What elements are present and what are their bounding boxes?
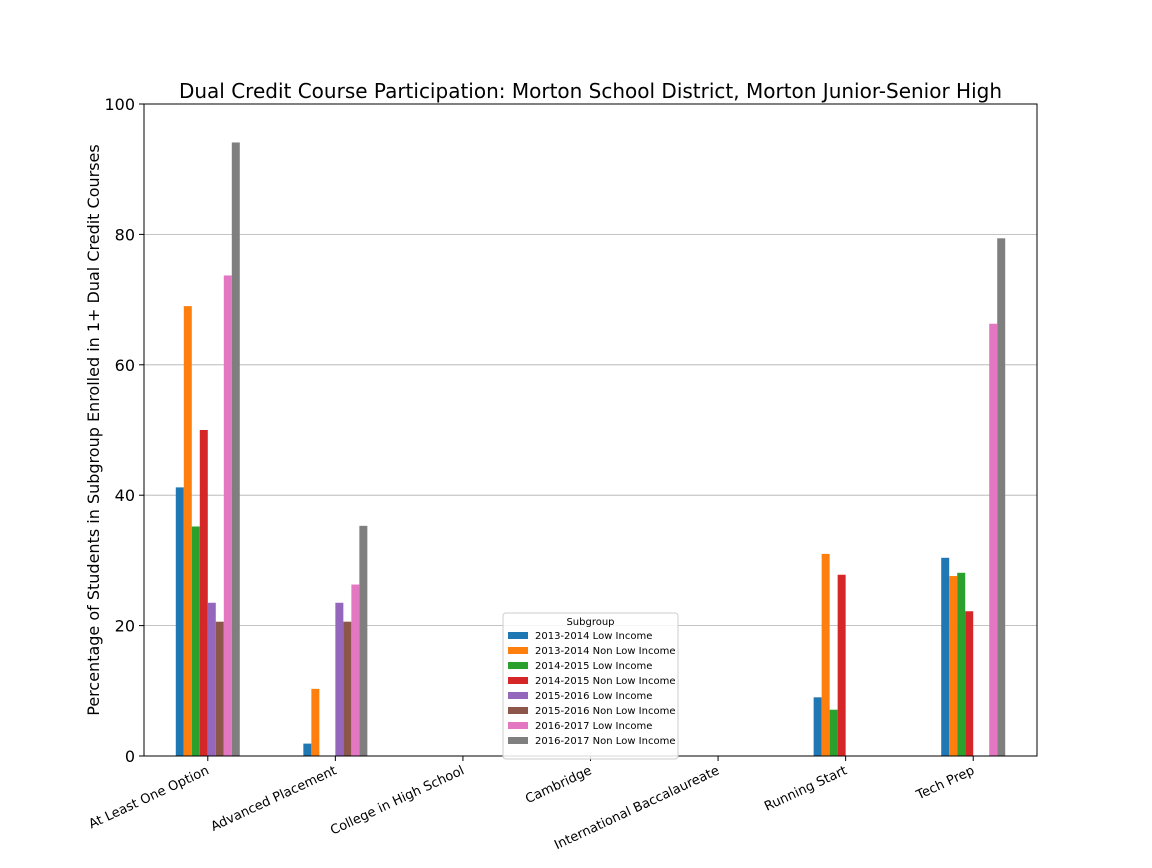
bar: [183, 306, 192, 756]
y-axis-label: Percentage of Students in Subgroup Enrol…: [84, 144, 103, 715]
legend-swatch: [508, 692, 528, 699]
bar: [231, 142, 240, 756]
x-tick-label: Cambridge: [523, 763, 594, 807]
bar: [965, 611, 974, 756]
bar: [311, 688, 320, 756]
y-tick-label: 60: [115, 356, 135, 375]
bar: [335, 602, 344, 756]
chart-title: Dual Credit Course Participation: Morton…: [179, 79, 1002, 103]
x-tick-label: Tech Prep: [913, 763, 977, 803]
y-tick-label: 100: [104, 95, 135, 114]
y-tick-label: 80: [115, 225, 135, 244]
bar: [949, 576, 958, 756]
bar: [191, 526, 200, 756]
bar: [813, 697, 822, 756]
legend-swatch: [508, 737, 528, 744]
legend-swatch: [508, 722, 528, 729]
bar: [837, 574, 846, 756]
x-tick-label: At Least One Option: [87, 763, 212, 832]
bar: [215, 621, 224, 756]
legend-label: 2014-2015 Low Income: [535, 661, 652, 672]
x-tick-label: College in High School: [328, 763, 466, 838]
bar: [175, 487, 184, 756]
legend-label: 2016-2017 Low Income: [535, 721, 652, 732]
bars: [175, 142, 1006, 756]
legend-label: 2014-2015 Non Low Income: [535, 676, 675, 687]
bar: [199, 430, 208, 756]
legend-label: 2015-2016 Low Income: [535, 691, 652, 702]
legend-swatch: [508, 647, 528, 654]
bar: [303, 743, 312, 756]
gridlines: [144, 233, 1037, 626]
y-tick-label: 40: [115, 486, 135, 505]
bar: [989, 323, 998, 756]
bar: [941, 557, 950, 756]
legend-title: Subgroup: [566, 617, 614, 628]
legend-swatch: [508, 707, 528, 714]
bar: [957, 572, 966, 756]
bar: [343, 621, 352, 756]
legend: Subgroup 2013-2014 Low Income 2013-2014 No…: [502, 612, 679, 760]
bar: [829, 709, 838, 756]
x-tick-label: Advanced Placement: [209, 763, 339, 834]
bar: [997, 238, 1006, 756]
legend-swatch: [508, 632, 528, 639]
legend-swatch: [508, 677, 528, 684]
legend-swatch: [508, 662, 528, 669]
x-tick-label: Running Start: [762, 763, 849, 814]
bar: [359, 525, 368, 756]
legend-label: 2016-2017 Non Low Income: [535, 736, 675, 747]
legend-label: 2013-2014 Non Low Income: [535, 646, 675, 657]
bar: [821, 553, 830, 756]
y-tick-label: 0: [125, 747, 135, 766]
bar: [223, 275, 232, 756]
legend-label: 2013-2014 Low Income: [535, 631, 652, 642]
legend-box: [502, 612, 679, 760]
bar: [207, 602, 216, 756]
y-tick-label: 20: [115, 617, 135, 636]
bar: [351, 584, 360, 756]
legend-label: 2015-2016 Non Low Income: [535, 706, 675, 717]
